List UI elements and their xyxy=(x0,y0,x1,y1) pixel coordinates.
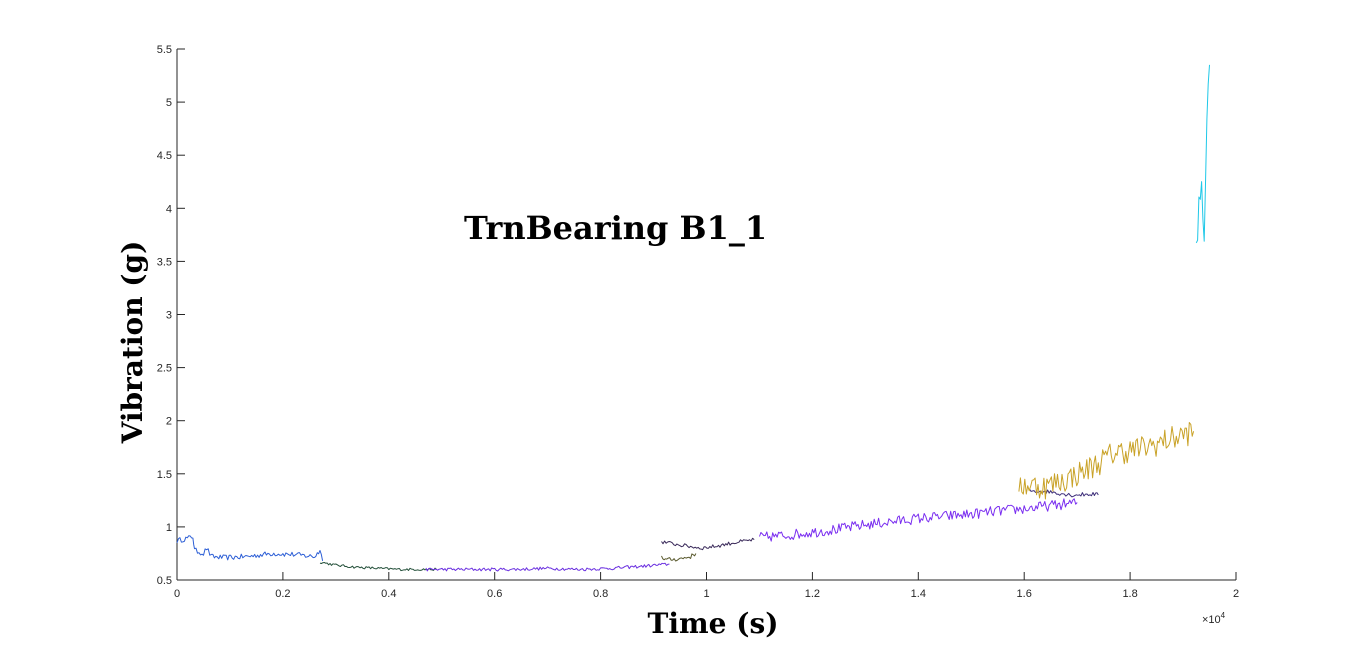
series-line-3 xyxy=(425,562,670,572)
y-tick-label: 1.5 xyxy=(157,469,172,481)
series-line-6 xyxy=(759,498,1078,542)
x-tick-label: 1.4 xyxy=(911,588,926,600)
series-layer xyxy=(176,64,1210,572)
y-tick-label: 2 xyxy=(166,416,172,428)
series-line-1 xyxy=(176,535,324,561)
series-line-5 xyxy=(661,537,755,551)
series-line-9 xyxy=(1195,64,1210,244)
series-line-4 xyxy=(661,553,697,562)
x-axis-exponent-base: ×10 xyxy=(1202,614,1221,626)
y-tick-label: 4.5 xyxy=(157,150,172,162)
x-axis-exponent: ×104 xyxy=(1202,611,1226,626)
x-tick-label: 0.4 xyxy=(381,588,396,600)
series-line-8 xyxy=(1018,422,1195,500)
series-line-2 xyxy=(319,562,437,572)
y-tick-label: 3 xyxy=(166,310,172,322)
x-tick-label: 1.6 xyxy=(1017,588,1032,600)
x-tick-label: 1.8 xyxy=(1122,588,1137,600)
x-tick-label: 0 xyxy=(174,588,180,600)
x-tick-label: 0.2 xyxy=(275,588,290,600)
axes: 0 0.2 0.4 0.6 0.8 1 1.2 1.4 1.6 1.8 2 0.5 1 1.5 2 2.5 3 3… xyxy=(157,44,1239,600)
y-tick-label: 0.5 xyxy=(157,575,172,587)
y-tick-label: 5.5 xyxy=(157,44,172,56)
x-tick-label: 0.8 xyxy=(593,588,608,600)
y-tick-label: 1 xyxy=(166,522,172,534)
chart-title: TrnBearing B1_1 xyxy=(464,209,767,247)
y-tick-label: 2.5 xyxy=(157,363,172,375)
x-axis-title: Time (s) xyxy=(648,607,779,640)
x-tick-label: 0.6 xyxy=(487,588,502,600)
y-axis-title: Vibration (g) xyxy=(116,241,149,445)
x-axis-exponent-power: 4 xyxy=(1221,611,1226,620)
y-tick-label: 5 xyxy=(166,97,172,109)
x-tick-label: 1.2 xyxy=(805,588,820,600)
x-tick-label: 1 xyxy=(703,588,709,600)
x-tick-label: 2 xyxy=(1233,588,1239,600)
y-tick-label: 4 xyxy=(166,203,172,215)
y-tick-label: 3.5 xyxy=(157,256,172,268)
